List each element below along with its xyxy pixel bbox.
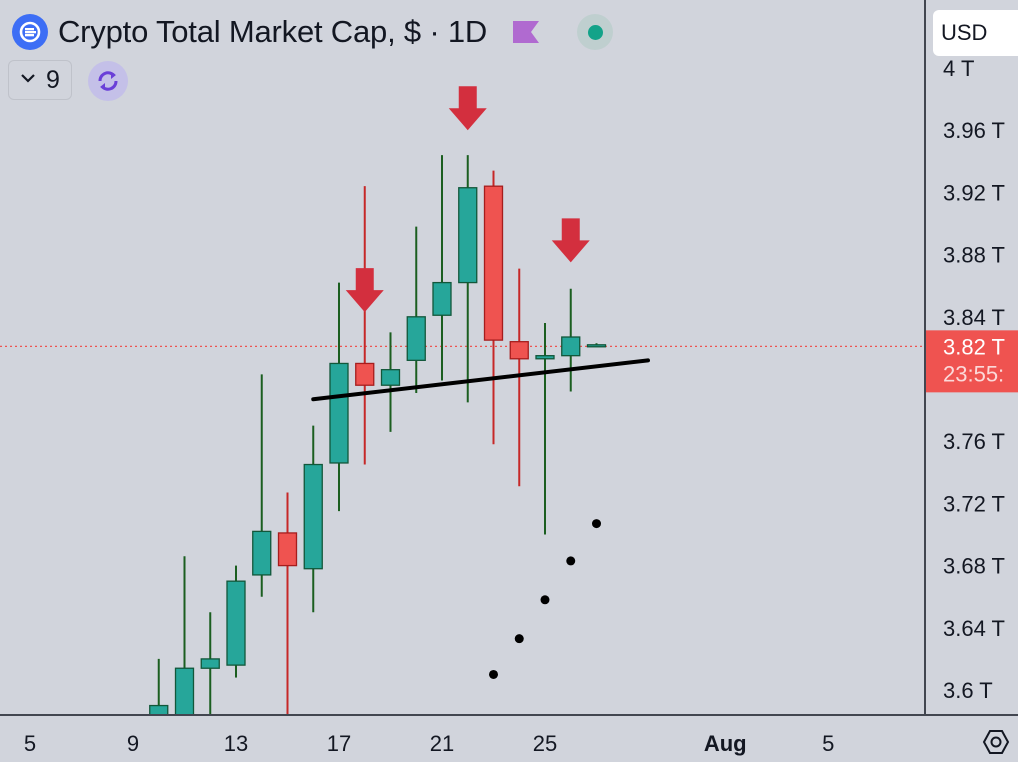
flag-icon[interactable] (509, 17, 543, 47)
drawing-dot (592, 519, 601, 529)
trendline (311, 358, 650, 402)
price-tick-label: 3.6 T (943, 678, 993, 703)
last-price-label: 3.82 T (943, 334, 1005, 359)
candle-body (483, 185, 504, 341)
last-price-tag (926, 330, 1018, 393)
candle-body (509, 341, 529, 360)
price-tick-label: 3.88 T (943, 243, 1005, 268)
plot-area (0, 86, 924, 714)
price-tick-label: 3.72 T (943, 491, 1005, 516)
candle-body (303, 463, 323, 570)
price-tick-label: 3.76 T (943, 429, 1005, 454)
candle-body (586, 344, 607, 348)
candle-body (432, 281, 452, 316)
candle-body (174, 667, 195, 714)
candle-body (458, 187, 478, 284)
time-tick-label: 5 (822, 731, 834, 756)
time-tick-label: 5 (24, 731, 36, 756)
candle-body (200, 658, 220, 669)
live-dot-icon (587, 24, 603, 40)
price-tick-label: 3.64 T (943, 616, 1005, 641)
drawing-dot (566, 556, 576, 566)
symbol-title[interactable]: Crypto Total Market Cap, $ · 1D (58, 14, 488, 49)
currency-selector[interactable]: USD (933, 10, 1018, 56)
candle-body (535, 355, 555, 360)
down-arrow-icon (345, 268, 384, 313)
drawing-dot (540, 595, 550, 605)
drawing-dot (489, 669, 498, 679)
time-tick-label: Aug (704, 731, 747, 756)
down-arrow-icon (448, 86, 487, 131)
market-status-icon[interactable] (577, 14, 614, 50)
down-arrow-icon (551, 218, 590, 263)
bar-countdown-label: 23:55: (943, 361, 1004, 386)
time-tick-label: 21 (430, 731, 454, 756)
candle-body (380, 369, 401, 386)
price-tick-label: 3.84 T (943, 305, 1005, 330)
time-tick-label: 9 (127, 731, 139, 756)
candle-body (226, 580, 246, 666)
time-tick-label: 13 (224, 731, 248, 756)
candle-body (149, 704, 169, 714)
candle-body (406, 316, 426, 361)
chart-settings-icon[interactable] (978, 724, 1014, 760)
chart-header: Crypto Total Market Cap, $ · 1D (12, 10, 614, 54)
price-tick-label: 3.68 T (943, 554, 1005, 579)
chevron-down-icon (20, 68, 36, 89)
time-tick-label: 25 (533, 731, 557, 756)
time-tick-label: 17 (327, 731, 351, 756)
price-tick-label: 3.96 T (943, 118, 1005, 143)
indicator-count: 9 (46, 65, 60, 94)
indicators-toggle-button[interactable]: 9 (8, 60, 72, 100)
refresh-icon[interactable] (88, 61, 128, 101)
candle-body (329, 362, 349, 464)
price-tick-label: 4 T (943, 56, 974, 81)
candle-body (252, 530, 272, 576)
candle-body (355, 362, 375, 386)
price-tick-label: 3.92 T (943, 180, 1005, 205)
candle-body (277, 532, 298, 567)
drawing-dot (514, 634, 524, 644)
candle-body (561, 336, 581, 357)
crypto-logo-icon (12, 14, 48, 50)
